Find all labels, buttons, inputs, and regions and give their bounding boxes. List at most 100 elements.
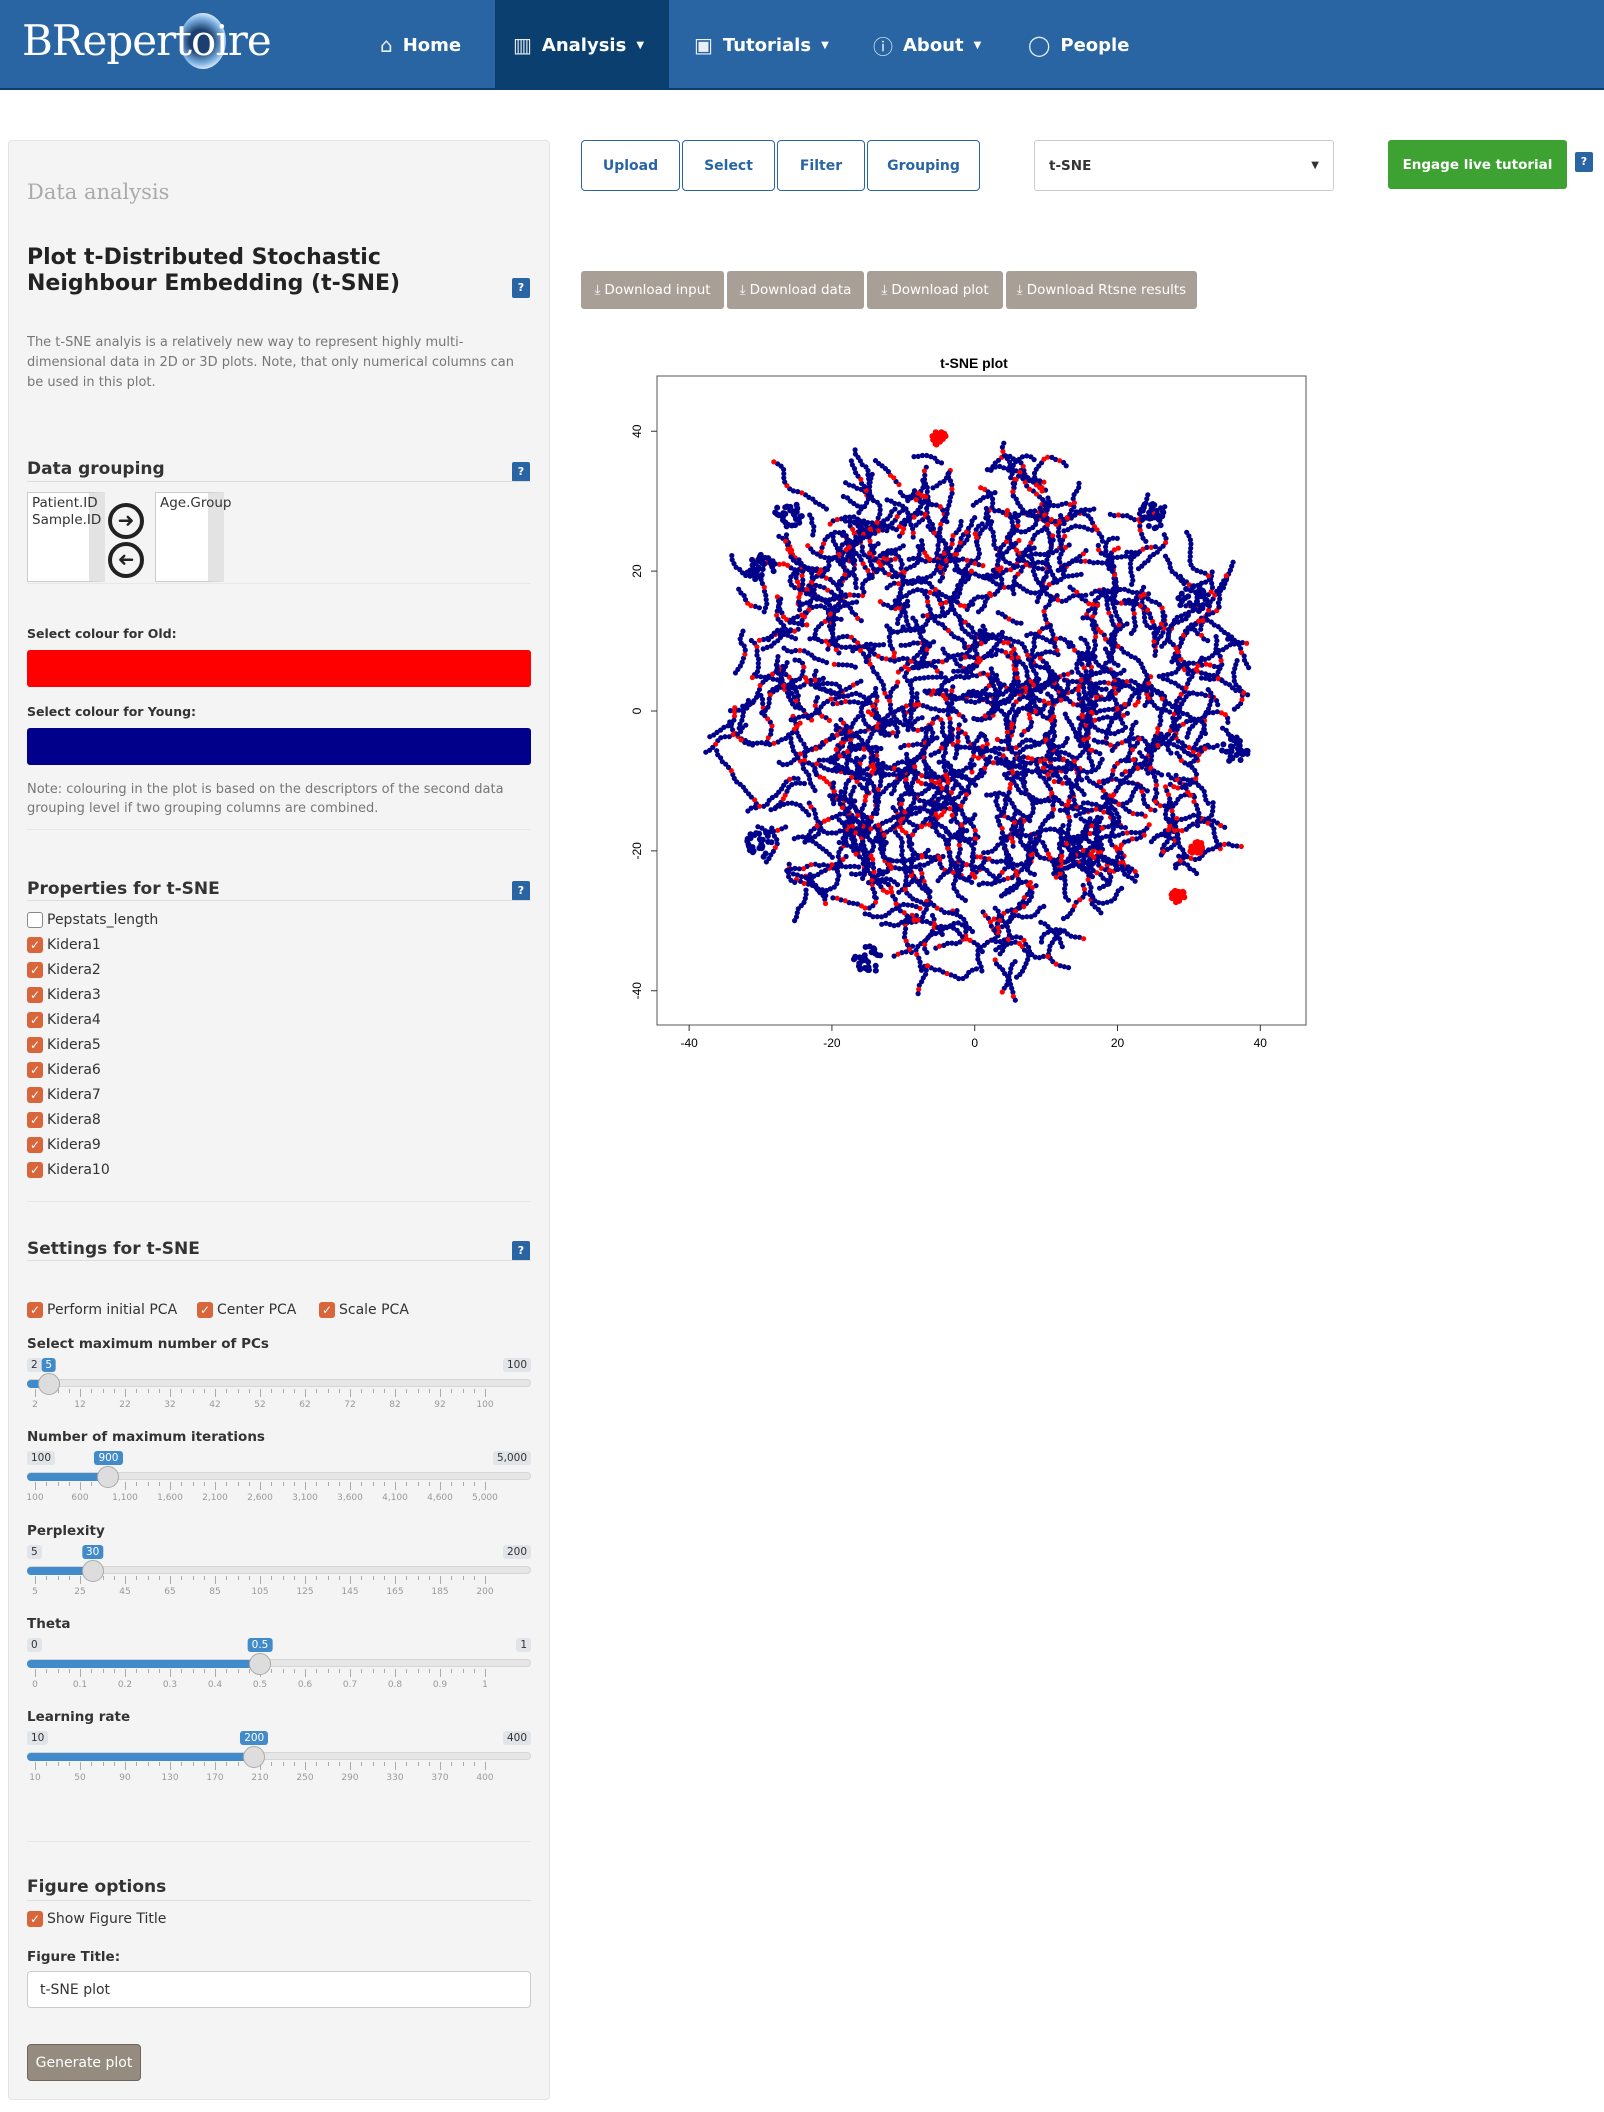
scatter-point bbox=[1011, 844, 1016, 849]
scatter-point bbox=[957, 722, 962, 727]
scatter-point bbox=[791, 871, 796, 876]
scatter-point bbox=[944, 688, 949, 693]
scatter-point bbox=[885, 497, 890, 502]
select-value: t-SNE bbox=[1049, 158, 1091, 174]
scatter-point bbox=[1159, 644, 1164, 649]
engage-tutorial-button[interactable]: Engage live tutorial bbox=[1388, 140, 1567, 189]
scatter-point bbox=[1016, 538, 1021, 543]
scatter-point bbox=[1014, 975, 1019, 980]
scatter-point bbox=[834, 747, 839, 752]
scatter-point bbox=[839, 789, 844, 794]
tab-filter[interactable]: Filter bbox=[777, 140, 865, 191]
nav-tutorials[interactable]: ▣ Tutorials ▼ bbox=[676, 0, 847, 90]
tab-grouping[interactable]: Grouping bbox=[867, 140, 980, 191]
generate-plot-button[interactable]: Generate plot bbox=[27, 2044, 141, 2081]
plot-type-select[interactable]: t-SNE ▼ bbox=[1034, 140, 1334, 191]
list-item[interactable]: Patient.ID bbox=[32, 495, 85, 512]
arrow-right-icon[interactable]: ➜ bbox=[108, 503, 144, 539]
scatter-point bbox=[834, 727, 839, 732]
button-label: Download plot bbox=[891, 282, 988, 298]
brand-logo[interactable]: BRepertoire bbox=[22, 16, 271, 65]
scatter-point bbox=[843, 480, 848, 485]
selected-columns-list[interactable]: Age.Group bbox=[155, 492, 224, 582]
help-button[interactable]: ? bbox=[512, 1241, 530, 1261]
available-columns-list[interactable]: Patient.ID Sample.ID bbox=[27, 492, 105, 582]
scatter-point bbox=[1024, 633, 1029, 638]
divider bbox=[27, 1841, 531, 1842]
scatter-point bbox=[1162, 614, 1167, 619]
scatter-point bbox=[1018, 621, 1023, 626]
download-icon: ⤓ bbox=[594, 282, 600, 298]
scatter-point bbox=[984, 792, 989, 797]
scatter-point bbox=[827, 718, 832, 723]
scatter-point bbox=[825, 647, 830, 652]
tab-select[interactable]: Select bbox=[682, 140, 775, 191]
scatter-point bbox=[703, 750, 708, 755]
list-item[interactable]: Age.Group bbox=[160, 495, 204, 512]
scatter-point bbox=[1115, 536, 1120, 541]
nav-about[interactable]: ⓘ About ▼ bbox=[855, 0, 999, 90]
scatter-point bbox=[935, 807, 940, 812]
scatter-point bbox=[883, 772, 888, 777]
scatter-point bbox=[914, 497, 919, 502]
divider bbox=[27, 1260, 531, 1261]
nav-people[interactable]: ◯ People bbox=[1010, 0, 1147, 90]
download-icon: ⤓ bbox=[1017, 282, 1023, 298]
scatter-point bbox=[764, 859, 769, 864]
scatter-point bbox=[852, 798, 857, 803]
arrow-left-icon[interactable]: ➜ bbox=[108, 542, 144, 578]
scatter-point bbox=[905, 599, 910, 604]
help-button[interactable]: ? bbox=[512, 278, 530, 298]
help-button[interactable]: ? bbox=[512, 462, 530, 482]
figure-title-input[interactable]: t-SNE plot bbox=[27, 1971, 531, 2008]
scatter-point bbox=[962, 644, 967, 649]
scatter-point bbox=[1101, 664, 1106, 669]
show-title-checkbox[interactable]: ✓ Show Figure Title bbox=[27, 1911, 166, 1927]
checkbox-checked-icon[interactable]: ✓ bbox=[27, 1911, 43, 1927]
caret-down-icon: ▼ bbox=[1311, 160, 1319, 171]
scatter-point bbox=[813, 669, 818, 674]
tab-upload[interactable]: Upload bbox=[581, 140, 680, 191]
divider bbox=[27, 481, 531, 482]
scatter-point bbox=[964, 828, 969, 833]
scatter-point bbox=[945, 829, 950, 834]
download-plot-button[interactable]: ⤓ Download plot bbox=[867, 271, 1003, 309]
scatter-point bbox=[1097, 886, 1102, 891]
nav-home[interactable]: ⌂ Home bbox=[362, 0, 479, 90]
scatter-point bbox=[1079, 816, 1084, 821]
section-properties: Properties for t-SNE bbox=[27, 879, 220, 899]
button-label: Download data bbox=[750, 282, 852, 298]
download-input-button[interactable]: ⤓ Download input bbox=[581, 271, 724, 309]
scatter-point bbox=[896, 890, 901, 895]
scatter-point bbox=[857, 518, 862, 523]
section-data-grouping: Data grouping bbox=[27, 459, 165, 479]
scatter-point bbox=[981, 624, 986, 629]
nav-label: Tutorials bbox=[723, 35, 811, 56]
section-settings: Settings for t-SNE bbox=[27, 1239, 200, 1259]
user-icon: ◯ bbox=[1028, 33, 1050, 57]
scatter-point bbox=[895, 680, 900, 685]
scatter-point bbox=[833, 766, 838, 771]
scatter-point bbox=[1145, 492, 1150, 497]
download-rtsne-button[interactable]: ⤓ Download Rtsne results bbox=[1006, 271, 1197, 309]
caret-down-icon: ▼ bbox=[974, 40, 982, 51]
scatter-point bbox=[969, 880, 974, 885]
scatter-point bbox=[1062, 534, 1067, 539]
list-item[interactable]: Sample.ID bbox=[32, 512, 85, 529]
colour-young-picker[interactable] bbox=[27, 728, 531, 765]
nav-analysis[interactable]: ▥ Analysis ▼ bbox=[495, 0, 669, 90]
scatter-point bbox=[1097, 751, 1102, 756]
scatter-point bbox=[1001, 441, 1006, 446]
download-data-button[interactable]: ⤓ Download data bbox=[727, 271, 864, 309]
scatter-point bbox=[830, 895, 835, 900]
scatter-point bbox=[847, 592, 852, 597]
colour-old-picker[interactable] bbox=[27, 650, 531, 687]
grouping-note: Note: colouring in the plot is based on … bbox=[27, 780, 507, 818]
scatter-point bbox=[1043, 733, 1048, 738]
scatter-point bbox=[1185, 735, 1190, 740]
help-button[interactable]: ? bbox=[1575, 152, 1593, 172]
scatter-point bbox=[758, 693, 763, 698]
description: The t-SNE analyis is a relatively new wa… bbox=[27, 333, 527, 393]
scatter-point bbox=[916, 991, 921, 996]
help-button[interactable]: ? bbox=[512, 881, 530, 901]
